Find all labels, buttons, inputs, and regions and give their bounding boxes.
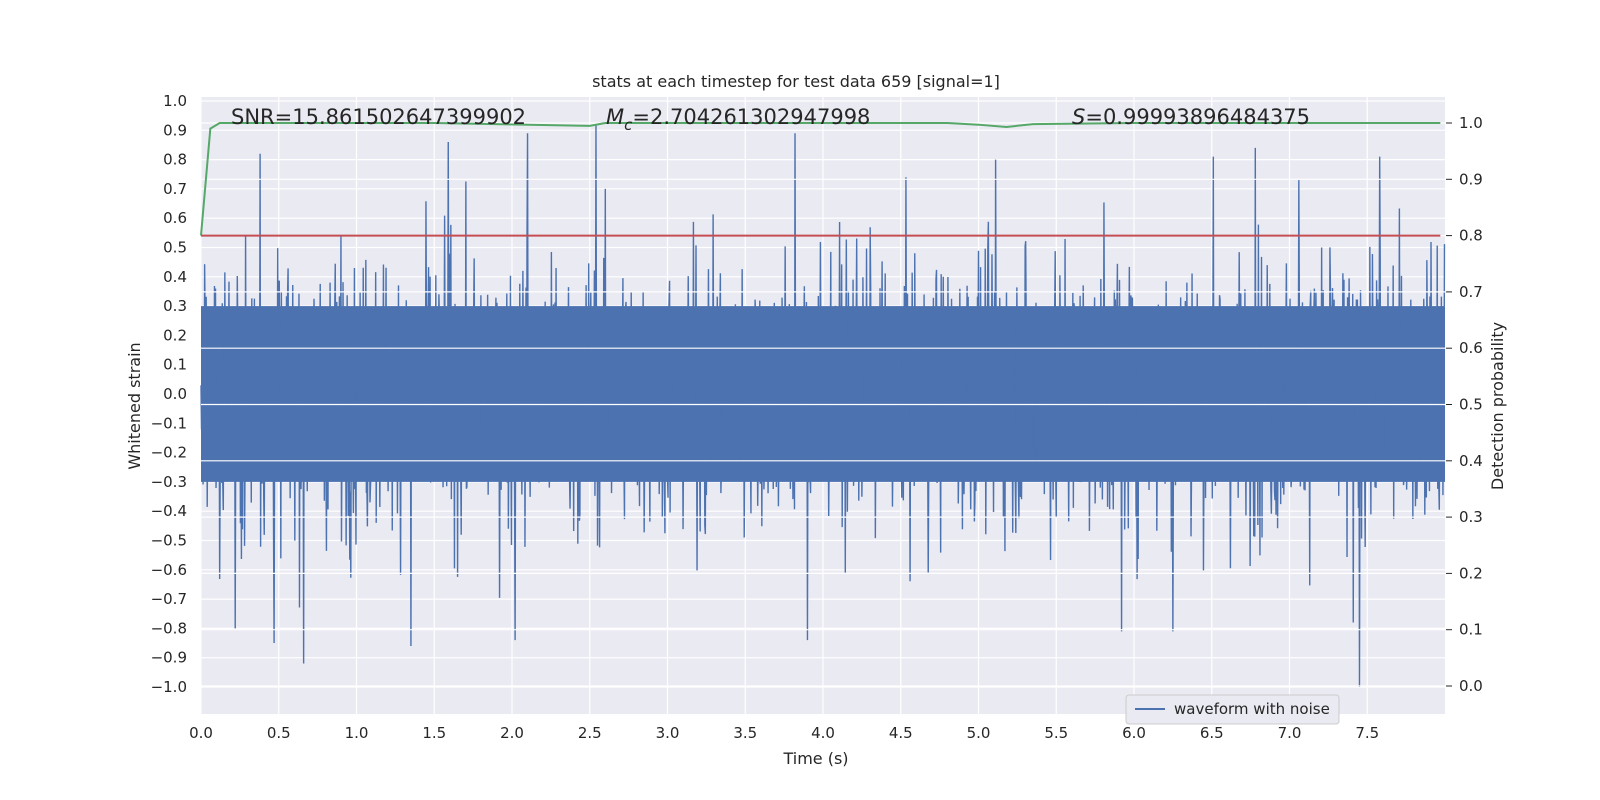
legend-box (1125, 694, 1340, 725)
x-tick-label: 1.5 (422, 724, 446, 742)
y-left-tick-label: 0.3 (163, 297, 187, 315)
x-tick-label: 3.0 (656, 724, 680, 742)
legend: waveform with noise (1125, 694, 1340, 725)
y-right-tick-label: 0.9 (1459, 170, 1483, 188)
y-left-tick-label: 0.2 (163, 326, 187, 344)
snr-annotation: SNR=15.861502647399902 (231, 105, 526, 129)
x-tick-label: 4.5 (889, 724, 913, 742)
waveform-series (200, 124, 1446, 688)
y-left-tick-label: 0.1 (163, 356, 187, 374)
y-right-tick-label: 0.5 (1459, 396, 1483, 414)
y-right-tick-label: 0.2 (1459, 564, 1483, 582)
x-tick-label: 2.5 (578, 724, 602, 742)
legend-label: waveform with noise (1174, 700, 1330, 718)
score-value: =0.99993896484375 (1085, 105, 1310, 129)
x-tick-labels: 0.0 0.5 1.0 1.5 2.0 2.5 3.0 3.5 4.0 4.5 5.0 5.5 6.0 6… (189, 724, 1379, 742)
x-tick-label: 5.0 (967, 724, 991, 742)
x-tick-label: 3.5 (733, 724, 757, 742)
y-left-tick-label: −0.8 (151, 619, 187, 637)
x-axis-title: Time (s) (782, 749, 848, 768)
y-left-tick-labels: 1.0 0.9 0.8 0.7 0.6 0.5 0.4 0.3 0.2 0.1 0.0 −0.1 −0.… (151, 92, 187, 696)
x-tick-label: 2.0 (500, 724, 524, 742)
chirp-mass-value: =2.704261302947998 (632, 105, 870, 129)
x-tick-label: 4.0 (811, 724, 835, 742)
y-right-tick-label: 0.1 (1459, 621, 1483, 639)
y-right-tick-label: 0.3 (1459, 508, 1483, 526)
x-tick-label: 6.0 (1122, 724, 1146, 742)
y-left-tick-label: 0.6 (163, 209, 187, 227)
y-left-tick-label: 0.5 (163, 239, 187, 257)
y-left-tick-label: −0.9 (151, 649, 187, 667)
y-right-tick-labels: 1.0 0.9 0.8 0.7 0.6 0.5 0.4 0.3 0.2 0.1 0.0 (1446, 114, 1483, 695)
y-left-tick-label: −0.5 (151, 532, 187, 550)
y-left-tick-label: −0.6 (151, 561, 187, 579)
x-tick-label: 7.0 (1278, 724, 1302, 742)
y-right-tick-label: 0.4 (1459, 452, 1483, 470)
x-tick-label: 0.0 (189, 724, 213, 742)
y-right-tick-label: 0.6 (1459, 339, 1483, 357)
x-tick-label: 0.5 (267, 724, 291, 742)
chirp-mass-symbol: M (606, 105, 624, 129)
y-left-tick-label: 0.9 (163, 121, 187, 139)
chirp-mass-annotation: Mc=2.704261302947998 (606, 105, 870, 134)
y-left-tick-label: 1.0 (163, 92, 187, 110)
y-right-axis-title: Detection probability (1488, 322, 1507, 490)
y-left-axis-title: Whitened strain (125, 342, 144, 469)
y-left-tick-label: 0.4 (163, 268, 187, 286)
x-tick-label: 7.5 (1355, 724, 1379, 742)
x-tick-label: 6.5 (1200, 724, 1224, 742)
waveform-line (200, 124, 1446, 688)
y-right-tick-label: 0.0 (1459, 677, 1483, 695)
y-right-tick-label: 0.7 (1459, 283, 1483, 301)
chirp-mass-subscript: c (624, 116, 633, 134)
y-right-tick-label: 0.8 (1459, 227, 1483, 245)
y-left-tick-label: −0.4 (151, 502, 187, 520)
detection-probability-line (200, 122, 1441, 236)
y-left-tick-label: −0.1 (151, 414, 187, 432)
score-annotation: S=0.99993896484375 (1072, 105, 1310, 129)
y-left-tick-label: −0.2 (151, 444, 187, 462)
score-symbol: S (1072, 105, 1085, 129)
y-left-tick-label: −0.7 (151, 590, 187, 608)
x-tick-label: 1.0 (345, 724, 369, 742)
y-left-tick-label: 0.0 (163, 385, 187, 403)
y-left-tick-label: 0.8 (163, 151, 187, 169)
y-left-tick-label: 0.7 (163, 180, 187, 198)
x-tick-label: 5.5 (1044, 724, 1068, 742)
y-left-tick-label: −1.0 (151, 678, 187, 696)
y-right-tick-label: 1.0 (1459, 114, 1483, 132)
chart-title: stats at each timestep for test data 659… (592, 72, 1000, 91)
y-left-tick-label: −0.3 (151, 473, 187, 491)
